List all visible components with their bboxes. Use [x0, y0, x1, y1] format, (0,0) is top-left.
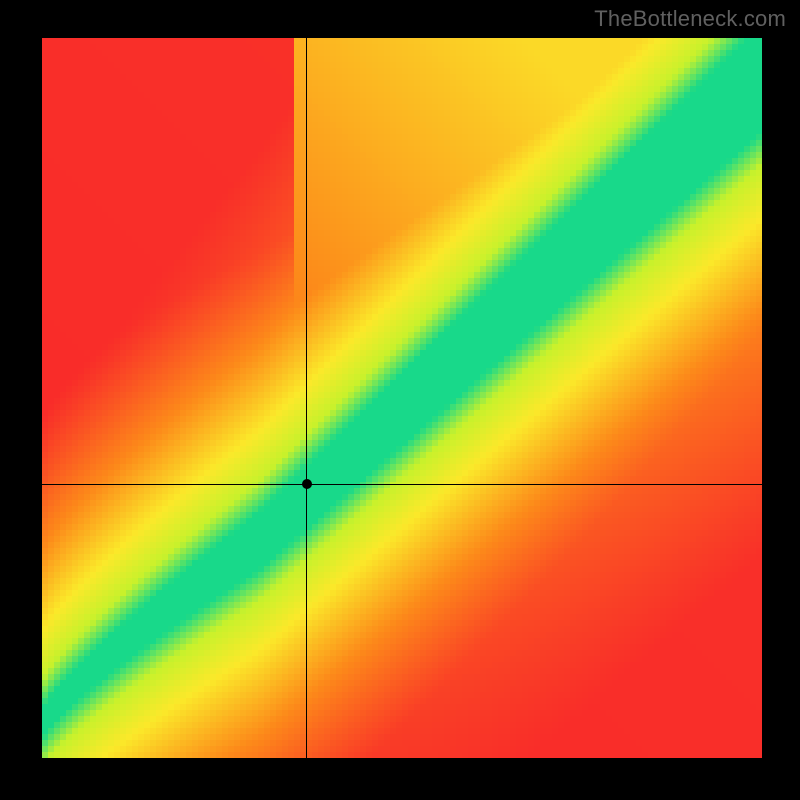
crosshair-dot — [302, 479, 312, 489]
watermark-text: TheBottleneck.com — [594, 6, 786, 32]
heatmap-canvas — [42, 38, 762, 758]
heatmap-plot — [42, 38, 762, 758]
crosshair-horizontal — [42, 484, 762, 485]
crosshair-vertical — [306, 38, 307, 758]
